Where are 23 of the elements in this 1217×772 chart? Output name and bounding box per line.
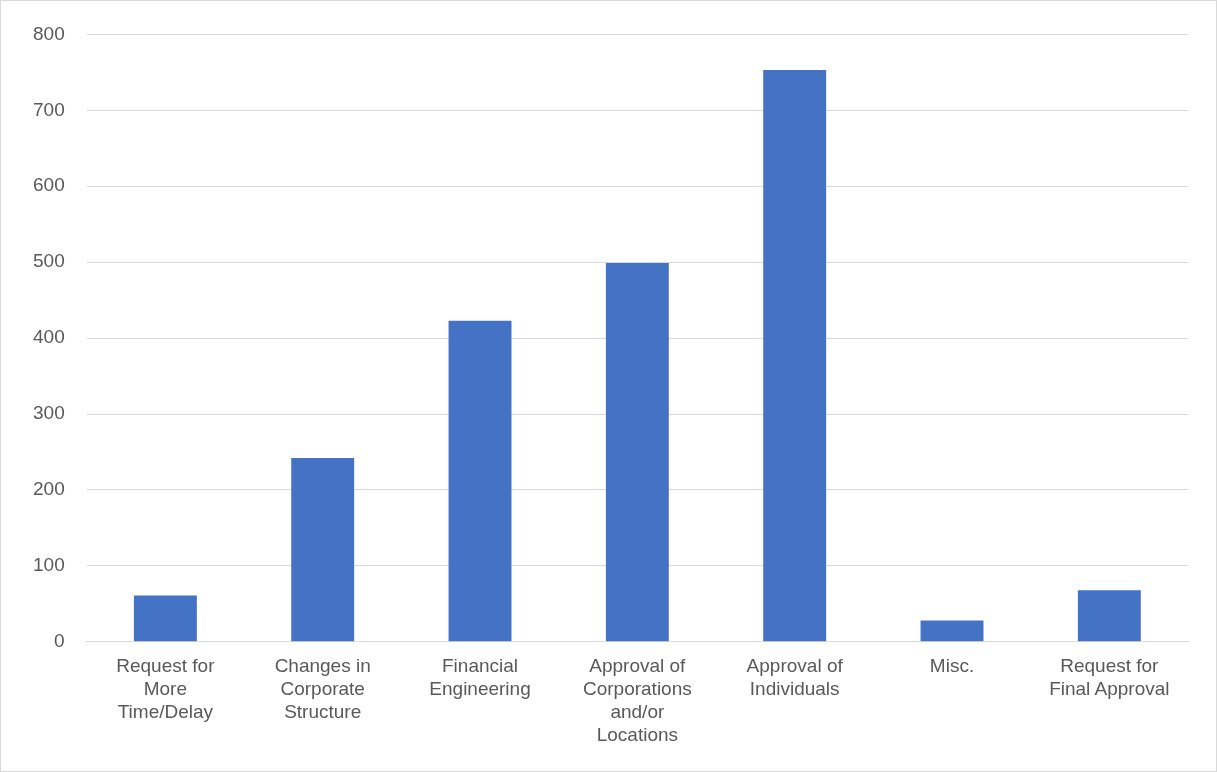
x-tick-label: Changes in Corporate Structure <box>274 655 371 723</box>
bar <box>133 595 197 642</box>
x-tick-label: Approval of Corporations and/or Locations <box>582 655 692 745</box>
bar <box>448 320 512 642</box>
y-tick-label: 500 <box>33 250 65 272</box>
y-tick-label: 400 <box>33 326 65 348</box>
x-tick-label: Request for Final Approval <box>1049 655 1170 700</box>
bar <box>605 262 669 642</box>
x-tick-label: Request for More Time/Delay <box>116 655 216 723</box>
y-tick-label: 100 <box>33 554 65 576</box>
bar <box>763 70 827 642</box>
x-tick-label: Misc. <box>929 655 975 677</box>
bar <box>291 458 355 642</box>
x-tick-label: Financial Engineering <box>429 655 531 700</box>
bar <box>920 620 984 642</box>
bar <box>1077 590 1141 642</box>
y-tick-label: 0 <box>54 630 65 652</box>
y-tick-label: 800 <box>33 22 65 44</box>
y-tick-label: 600 <box>33 174 65 196</box>
y-tick-label: 300 <box>33 402 65 424</box>
y-tick-label: 700 <box>33 98 65 120</box>
y-tick-label: 200 <box>33 478 65 500</box>
x-tick-label: Approval of Individuals <box>746 655 844 700</box>
